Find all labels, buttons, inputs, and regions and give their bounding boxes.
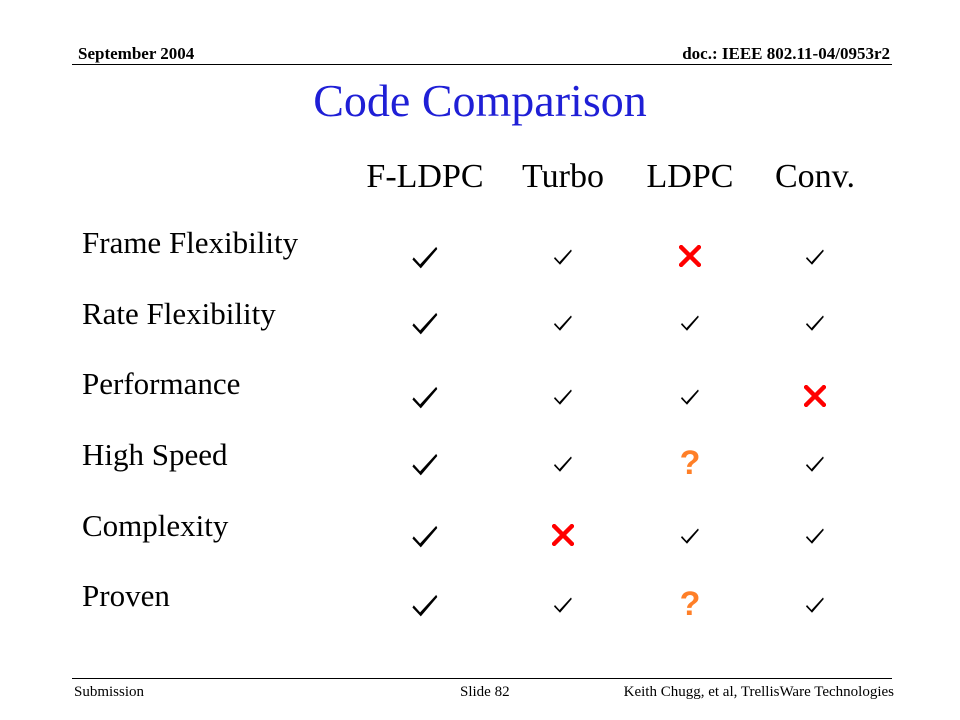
check-icon <box>680 312 700 332</box>
footer-submission: Submission <box>74 684 145 700</box>
column-header-conv: Conv. <box>775 158 855 195</box>
check-icon <box>805 453 825 473</box>
check-icon <box>553 312 573 332</box>
cross-icon <box>803 384 827 408</box>
footer-rule <box>72 678 892 679</box>
check-icon <box>805 525 825 545</box>
column-header-turbo: Turbo <box>522 158 604 195</box>
slide-title: Code Comparison <box>313 75 647 126</box>
cross-icon <box>551 523 575 547</box>
header-rule <box>72 64 892 65</box>
column-header-ldpc: LDPC <box>646 158 734 195</box>
check-icon <box>411 449 439 477</box>
column-header-f-ldpc: F-LDPC <box>366 158 484 195</box>
check-icon <box>553 246 573 266</box>
row-label: Frame Flexibility <box>82 225 299 260</box>
check-icon <box>553 386 573 406</box>
check-icon <box>411 308 439 336</box>
check-icon <box>680 386 700 406</box>
check-icon <box>805 246 825 266</box>
check-icon <box>411 382 439 410</box>
cross-icon <box>678 244 702 268</box>
question-mark-icon: ? <box>679 444 701 482</box>
footer-slide-number: Slide 82 <box>460 684 510 700</box>
check-icon <box>553 453 573 473</box>
check-icon <box>411 590 439 618</box>
check-icon <box>805 594 825 614</box>
row-label: Complexity <box>82 508 229 543</box>
row-label: Proven <box>82 578 170 613</box>
header-doc-id: doc.: IEEE 802.11-04/0953r2 <box>682 44 890 63</box>
check-icon <box>805 312 825 332</box>
row-label: Performance <box>82 366 241 401</box>
check-icon <box>411 521 439 549</box>
question-mark-icon: ? <box>679 585 701 623</box>
row-label: High Speed <box>82 437 228 472</box>
header-date: September 2004 <box>78 44 195 63</box>
check-icon <box>680 525 700 545</box>
check-icon <box>553 594 573 614</box>
footer-author: Keith Chugg, et al, TrellisWare Technolo… <box>623 684 894 700</box>
row-label: Rate Flexibility <box>82 296 276 331</box>
check-icon <box>411 242 439 270</box>
